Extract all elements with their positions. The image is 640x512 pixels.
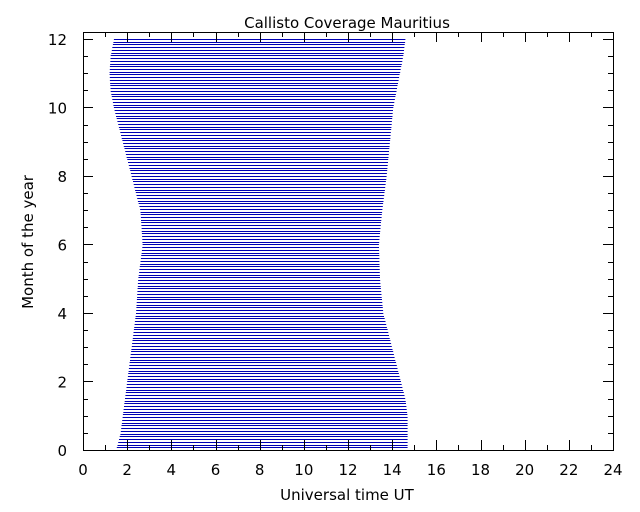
x-tick-label: 8 bbox=[255, 461, 265, 479]
x-tick-label: 24 bbox=[603, 461, 622, 479]
x-tick-label: 6 bbox=[211, 461, 221, 479]
y-tick-labels: 0 2 4 6 8 10 12 bbox=[48, 31, 67, 460]
x-tick-label: 12 bbox=[338, 461, 357, 479]
x-tick-label: 22 bbox=[559, 461, 578, 479]
x-tick-label: 14 bbox=[383, 461, 402, 479]
y-tick-label: 8 bbox=[57, 168, 67, 186]
x-tick-label: 20 bbox=[515, 461, 534, 479]
x-axis-label: Universal time UT bbox=[280, 486, 415, 504]
x-tick-label: 18 bbox=[471, 461, 490, 479]
plot-frame bbox=[83, 32, 614, 451]
y-axis-label: Month of the year bbox=[19, 174, 37, 309]
y-tick-label: 4 bbox=[57, 305, 67, 323]
chart-title: Callisto Coverage Mauritius bbox=[244, 14, 450, 32]
axis-ticks bbox=[83, 32, 614, 451]
x-tick-label: 2 bbox=[122, 461, 132, 479]
x-tick-label: 10 bbox=[294, 461, 313, 479]
y-tick-label: 6 bbox=[57, 236, 67, 254]
y-tick-label: 2 bbox=[57, 373, 67, 391]
x-tick-label: 0 bbox=[78, 461, 88, 479]
y-tick-label: 0 bbox=[57, 442, 67, 460]
y-tick-label: 12 bbox=[48, 31, 67, 49]
y-tick-label: 10 bbox=[48, 99, 67, 117]
x-tick-labels: 0 2 4 6 8 10 12 14 16 18 20 22 24 bbox=[78, 461, 622, 479]
x-tick-label: 4 bbox=[167, 461, 177, 479]
coverage-bars bbox=[109, 39, 408, 451]
x-tick-label: 16 bbox=[427, 461, 446, 479]
